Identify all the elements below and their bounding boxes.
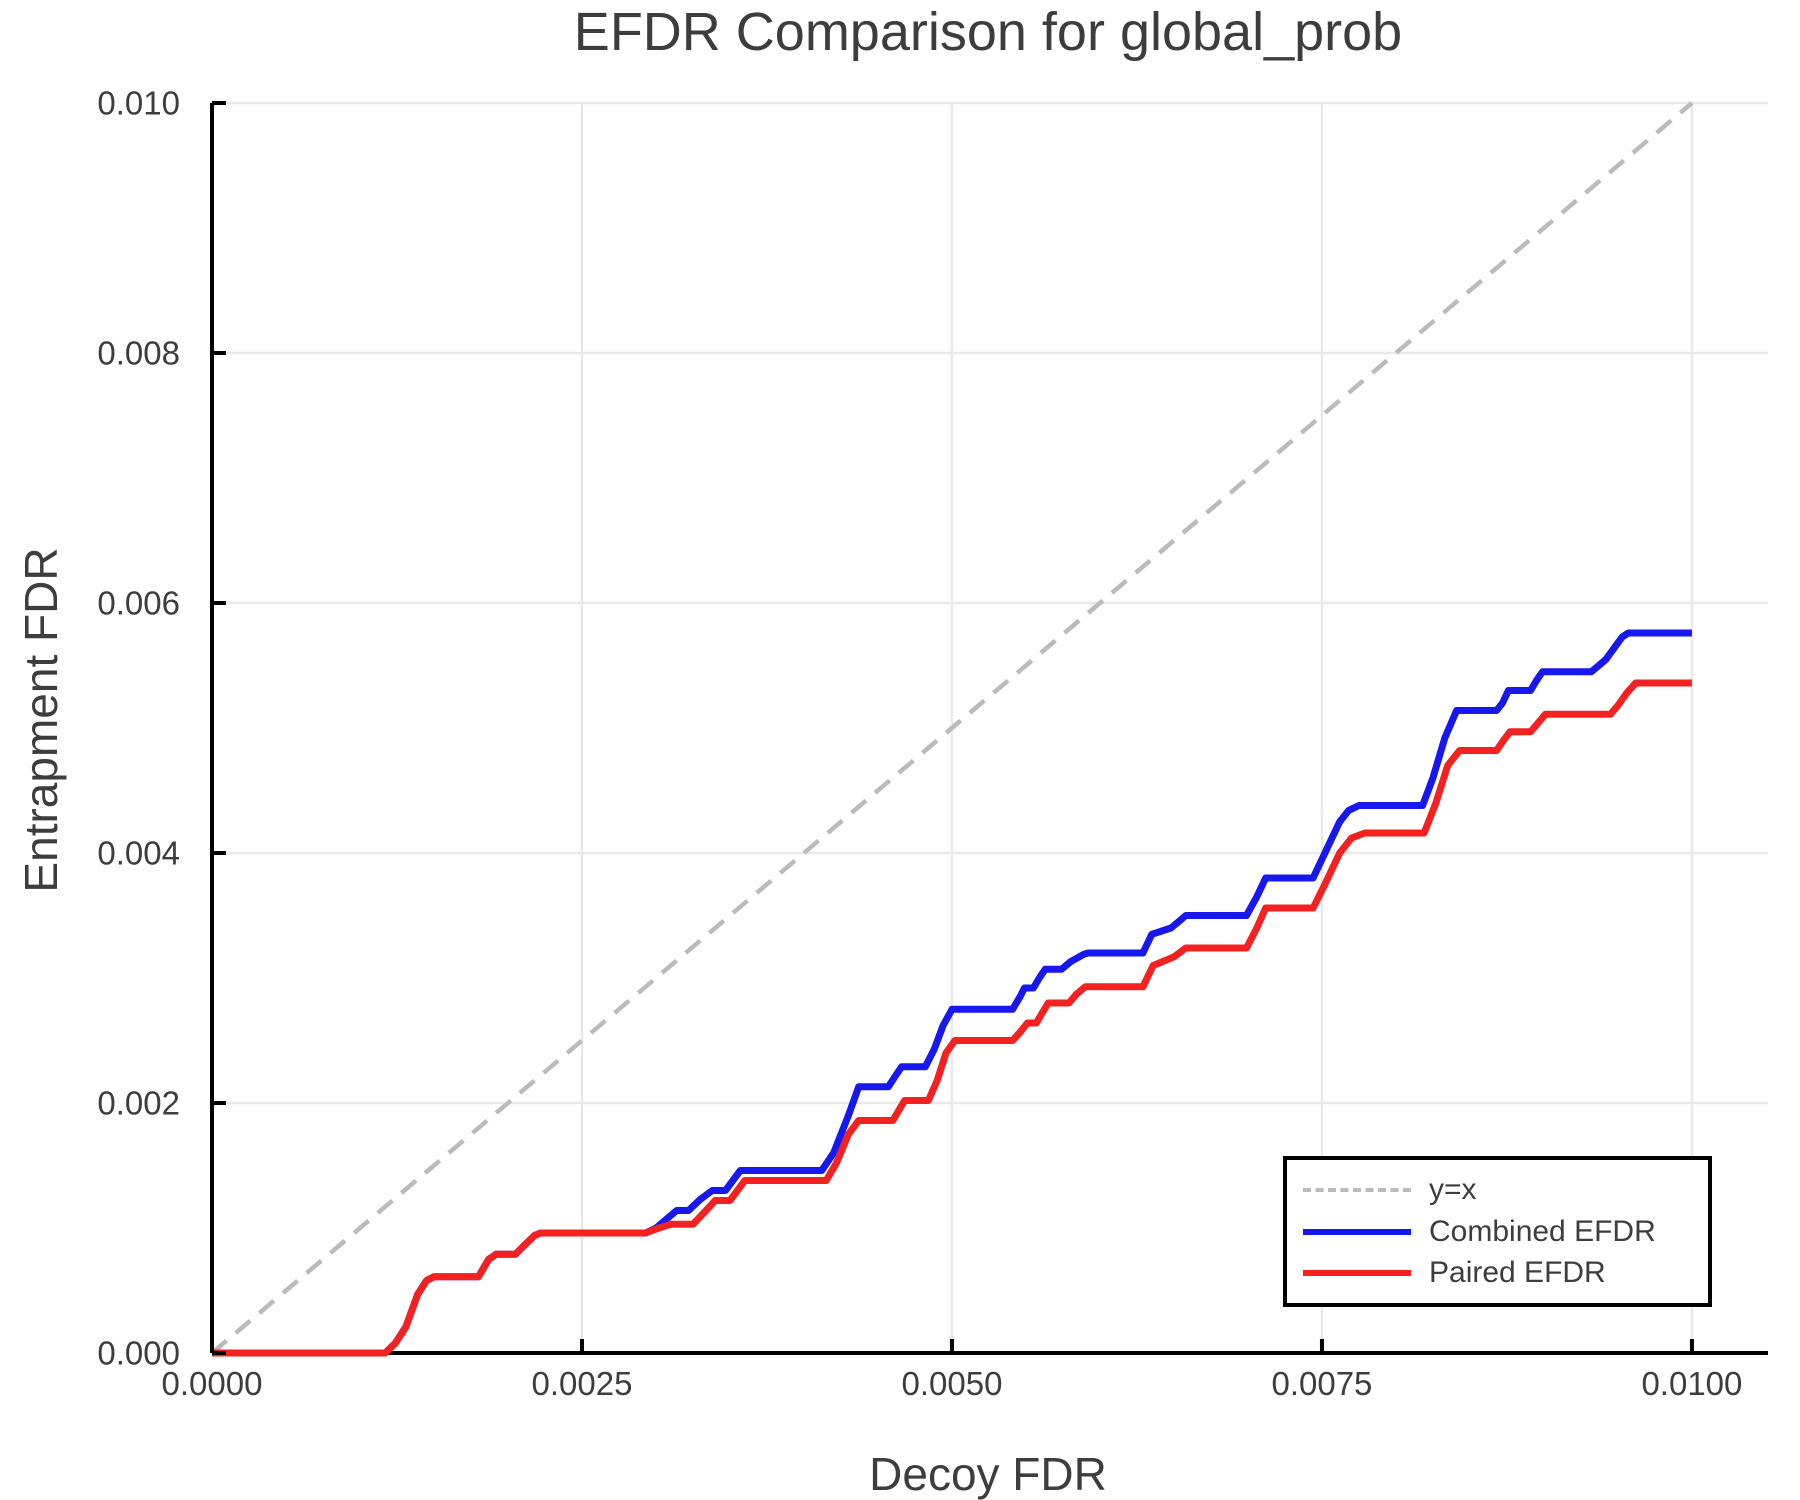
y-axis-label: Entrapment FDR: [15, 547, 67, 892]
legend-label-identity: y=x: [1429, 1172, 1477, 1206]
svg-text:0.0075: 0.0075: [1271, 1365, 1372, 1402]
paired-line-swatch: [1303, 1270, 1411, 1277]
svg-text:0.0000: 0.0000: [162, 1365, 263, 1402]
chart-title: EFDR Comparison for global_prob: [574, 2, 1402, 62]
data-series: [210, 101, 1694, 1357]
gridlines: [212, 101, 1768, 1353]
svg-text:0.004: 0.004: [97, 835, 180, 872]
svg-text:0.006: 0.006: [97, 585, 180, 622]
legend-item-combined: Combined EFDR: [1303, 1214, 1692, 1250]
svg-text:0.010: 0.010: [97, 85, 180, 122]
x-axis-label: Decoy FDR: [869, 1448, 1107, 1500]
axis-ticks: 0.0000 0.0025 0.0050 0.0075 0.0100 0.000 0.002…: [97, 85, 1742, 1403]
legend-label-paired: Paired EFDR: [1429, 1256, 1606, 1290]
svg-text:0.000: 0.000: [97, 1335, 180, 1372]
legend-item-paired: Paired EFDR: [1303, 1255, 1692, 1291]
svg-text:0.008: 0.008: [97, 335, 180, 372]
svg-text:0.0025: 0.0025: [532, 1365, 633, 1402]
legend-item-identity: y=x: [1303, 1172, 1692, 1208]
legend-label-combined: Combined EFDR: [1429, 1214, 1656, 1248]
combined-line-swatch: [1303, 1228, 1411, 1235]
legend: y=x Combined EFDR Paired EFDR: [1283, 1156, 1712, 1307]
identity-line-swatch: [1303, 1187, 1411, 1192]
svg-text:0.002: 0.002: [97, 1085, 180, 1122]
svg-text:0.0100: 0.0100: [1641, 1365, 1742, 1402]
svg-text:0.0050: 0.0050: [901, 1365, 1002, 1402]
axes-spines: [210, 103, 1768, 1355]
